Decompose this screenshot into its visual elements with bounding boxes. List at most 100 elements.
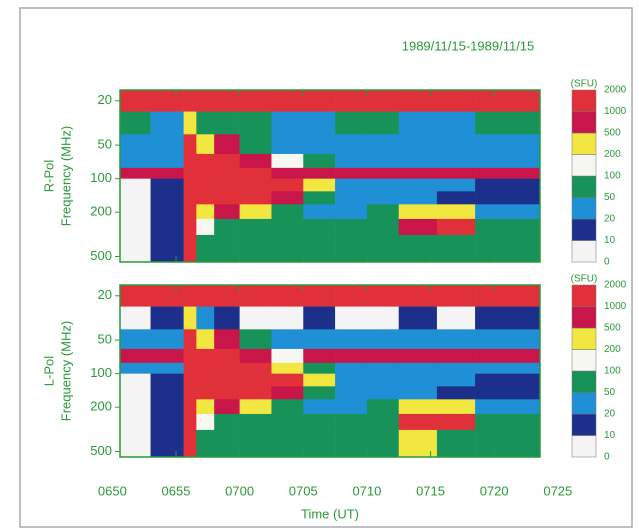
heat-cell [214,90,240,112]
y-tick-label: 50 [98,137,112,152]
heat-cell [475,386,541,400]
heat-cell [214,399,240,415]
heat-cell [214,191,240,205]
heat-cell [120,234,151,263]
heat-cell [335,348,368,364]
y-tick-label: 100 [90,365,112,380]
heat-cell [436,373,476,387]
heat-cell [303,204,336,220]
heat-cell [398,204,438,220]
heat-cell [120,90,151,112]
heat-cell [475,306,541,330]
heat-cell [436,329,476,350]
heat-cell [196,429,215,458]
heat-cell [436,306,476,330]
heat-cell [183,413,197,431]
heat-cell [475,167,541,179]
heat-cell [239,285,272,307]
heat-cell [239,373,272,387]
heat-cell [239,362,272,374]
heat-cell [436,386,476,400]
heat-cell [239,306,272,330]
colorbar-tick-label: 200 [604,344,621,355]
heat-cell [436,178,476,192]
heat-cell [150,348,184,364]
heat-cell [183,362,197,374]
heat-cell [398,329,438,350]
heat-cell [366,178,400,192]
colorbar-tick-label: 100 [604,171,621,182]
colorbar-tick-label: 1000 [604,301,627,312]
heat-cell [436,111,476,135]
heat-cell [398,234,438,263]
heat-cell [271,204,304,220]
heat-cell [475,90,541,112]
heat-cell [183,429,197,458]
heat-cell [120,399,151,415]
heat-cell [335,191,368,205]
y-axis-label: L-Pol [41,356,56,386]
colorbar-tick-label: 20 [604,409,616,420]
heat-cell [196,167,215,179]
heat-cell [475,218,541,236]
heat-cell [271,362,304,374]
heat-cell [335,362,368,374]
heat-cell [366,373,400,387]
heat-cell [366,386,400,400]
colorbar-swatch [571,435,597,458]
heat-cell [150,178,184,192]
heat-cell [398,153,438,169]
heat-cell [183,399,197,415]
x-tick-label: 0655 [162,483,191,498]
heat-cell [436,134,476,155]
heat-cell [239,218,272,236]
heat-cell [150,429,184,458]
heat-cell [398,218,438,236]
heat-cell [436,90,476,112]
heat-cell [150,362,184,374]
heat-cell [335,204,368,220]
heat-cell [214,413,240,431]
heat-cell [303,429,336,458]
heat-cell [196,178,215,192]
heat-cell [436,348,476,364]
heat-cell [436,218,476,236]
heat-cell [303,90,336,112]
heat-cell [120,218,151,236]
heat-cell [214,373,240,387]
heat-cell [475,204,541,220]
heat-cell [475,153,541,169]
heat-cell [196,204,215,220]
y-tick-label: 100 [90,170,112,185]
heat-cell [239,348,272,364]
heat-cell [436,234,476,263]
heat-cell [475,134,541,155]
heat-cell [398,373,438,387]
heat-cell [475,178,541,192]
heat-cell [239,329,272,350]
heat-cell [271,413,304,431]
heat-cell [239,399,272,415]
heat-cell [271,218,304,236]
heat-cell [196,234,215,263]
heat-cell [398,134,438,155]
plot-frame [119,89,541,263]
heat-cell [271,153,304,169]
heat-cell [239,191,272,205]
heat-cell [150,111,184,135]
heat-cell [303,285,336,307]
heat-cell [239,234,272,263]
heat-cell [271,285,304,307]
heat-cell [183,218,197,236]
heat-cell [303,329,336,350]
heat-cell [183,111,197,135]
heat-cell [303,134,336,155]
colorbar-tick-label: 0 [604,452,610,463]
heat-cell [214,362,240,374]
heat-cell [366,90,400,112]
heat-cell [120,386,151,400]
heat-cell [214,204,240,220]
heat-cell [120,153,151,169]
heat-cell [303,306,336,330]
heat-cell [183,134,197,155]
